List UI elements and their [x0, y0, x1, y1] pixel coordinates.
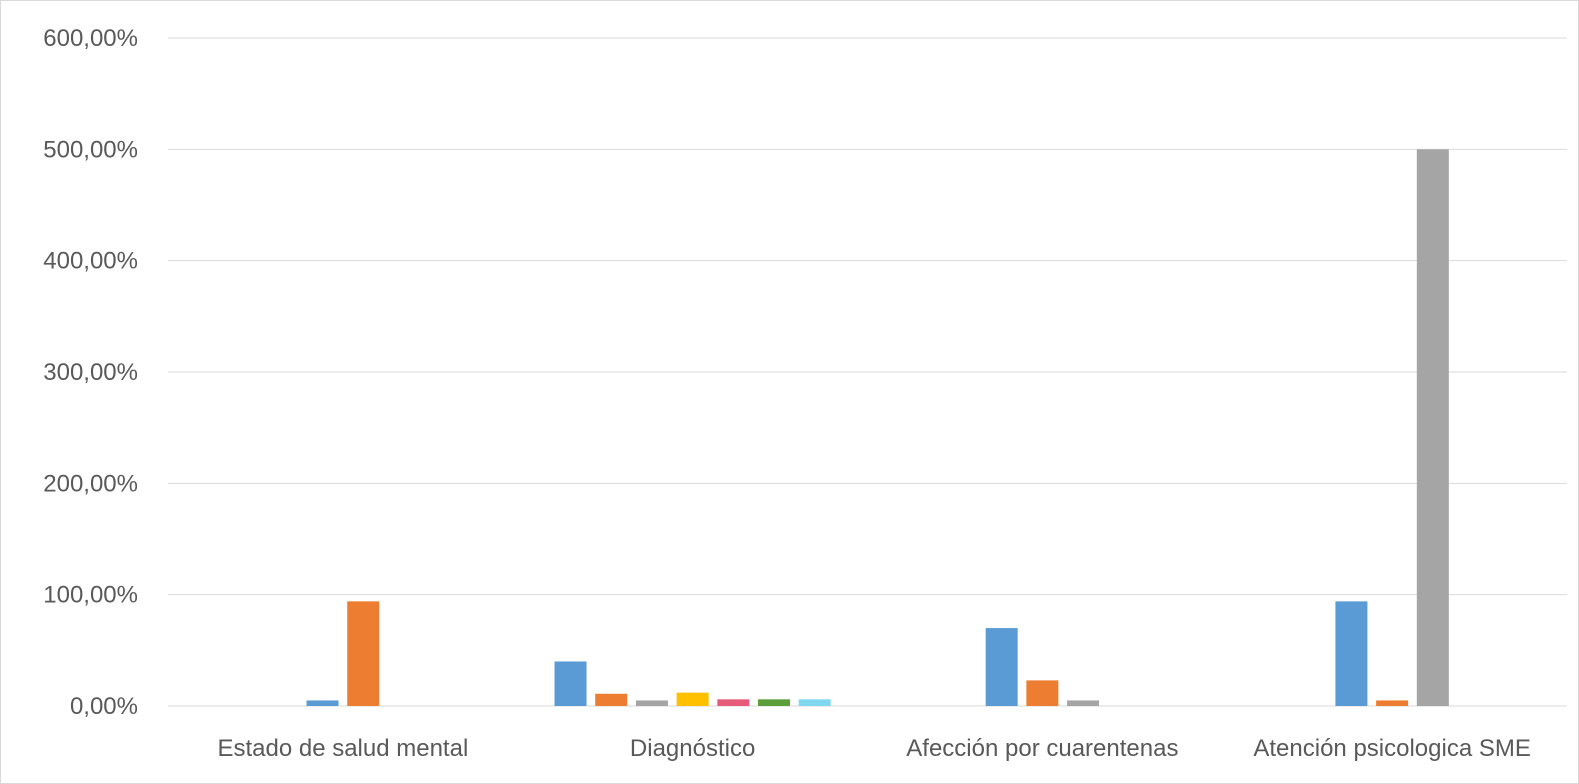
y-tick-label: 500,00%: [43, 136, 138, 163]
y-tick-label: 0,00%: [70, 693, 138, 720]
y-tick-label: 300,00%: [43, 359, 138, 386]
bar: [758, 699, 791, 706]
bar: [798, 699, 831, 706]
bar: [1026, 680, 1059, 706]
bar: [1416, 149, 1449, 707]
x-tick-label: Diagnóstico: [630, 735, 755, 762]
bar: [1335, 601, 1368, 706]
bars: [306, 149, 1449, 707]
bar: [676, 692, 709, 706]
x-tick-label: Estado de salud mental: [217, 735, 468, 762]
bar: [717, 699, 750, 706]
y-tick-label: 100,00%: [43, 582, 138, 609]
x-tick-label: Afección por cuarentenas: [906, 735, 1178, 762]
bar: [635, 700, 668, 706]
bar: [1067, 700, 1100, 706]
bar: [1376, 700, 1409, 706]
x-tick-label: Atención psicologica SME: [1253, 735, 1530, 762]
y-tick-label: 400,00%: [43, 248, 138, 275]
bar: [985, 628, 1018, 706]
bar: [306, 700, 339, 706]
gridlines: [168, 37, 1567, 707]
y-tick-label: 200,00%: [43, 470, 138, 497]
y-axis-tick-labels: 0,00% 100,00% 200,00% 300,00% 400,00% 500,00%…: [43, 25, 138, 720]
y-tick-label: 600,00%: [43, 25, 138, 52]
bar: [347, 601, 380, 706]
bar: [595, 693, 628, 706]
bar: [554, 661, 587, 706]
x-axis-tick-labels: Estado de salud mental Diagnóstico Afecció…: [217, 735, 1530, 762]
